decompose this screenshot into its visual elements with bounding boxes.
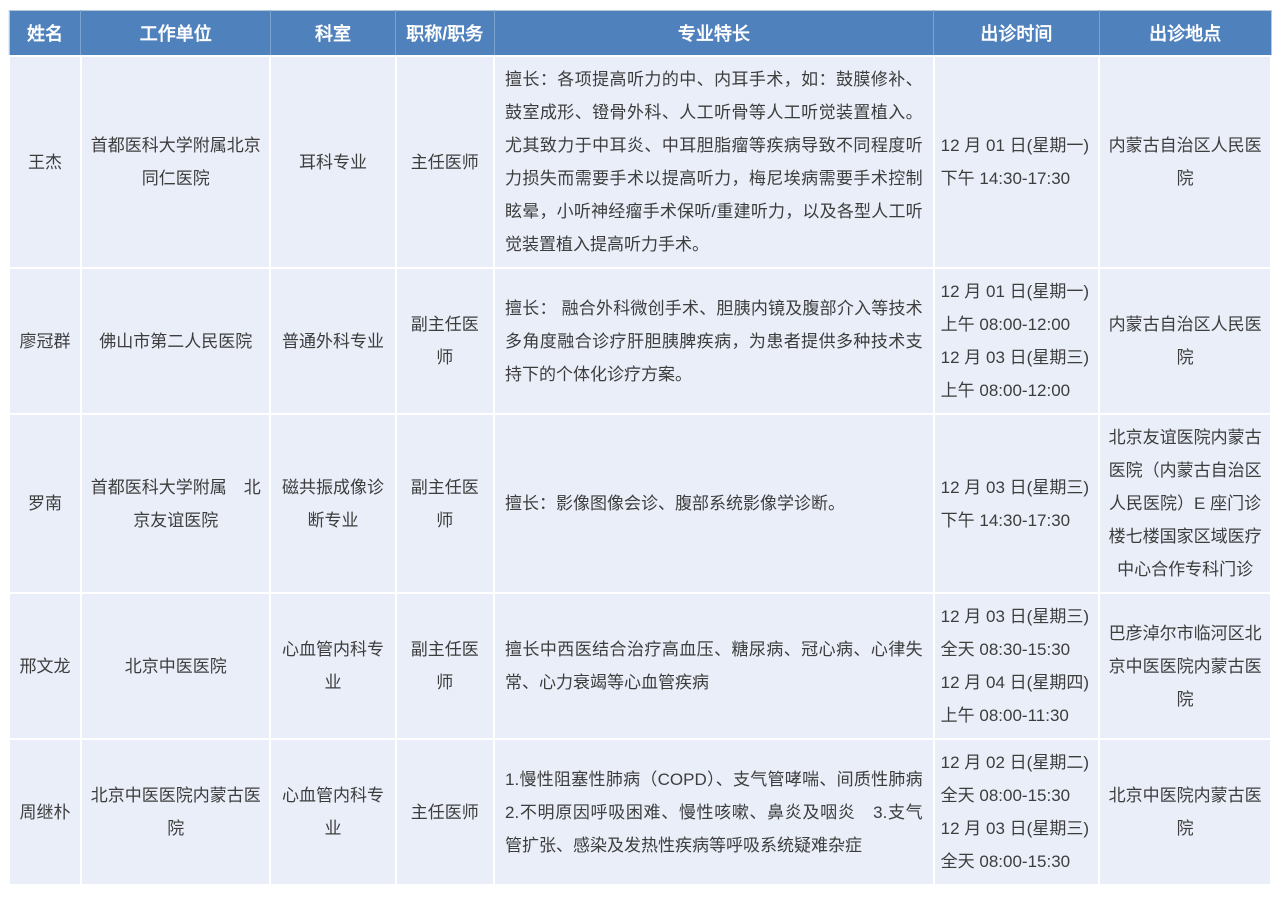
table-row: 罗南 首都医科大学附属 北京友谊医院 磁共振成像诊断专业 副主任医师 擅长：影像…: [8, 413, 1272, 594]
table-body: 王杰 首都医科大学附属北京同仁医院 耳科专业 主任医师 擅长：各项提高听力的中、…: [8, 55, 1272, 886]
department: 耳科专业: [269, 55, 397, 269]
table-header: 姓名 工作单位 科室 职称/职务 专业特长 出诊时间 出诊地点: [9, 10, 1271, 57]
doctor-schedule-table: 姓名 工作单位 科室 职称/职务 专业特长 出诊时间 出诊地点 王杰 首都医科大…: [8, 10, 1272, 886]
col-header-name: 姓名: [9, 10, 81, 57]
department: 磁共振成像诊断专业: [269, 413, 397, 594]
schedule-times: 12 月 01 日(星期一) 上午 08:00-12:00 12 月 03 日(…: [932, 267, 1101, 415]
schedule-times: 12 月 02 日(星期二) 全天 08:00-15:30 12 月 03 日(…: [932, 738, 1101, 886]
schedule-times: 12 月 03 日(星期三) 全天 08:30-15:30 12 月 04 日(…: [932, 592, 1101, 740]
work-unit: 北京中医医院: [79, 592, 272, 740]
work-unit: 首都医科大学附属 北京友谊医院: [79, 413, 272, 594]
table-row: 周继朴 北京中医医院内蒙古医院 心血管内科专业 主任医师 1.慢性阻塞性肺病（C…: [8, 738, 1272, 886]
job-title: 主任医师: [394, 55, 496, 269]
specialty: 擅长：各项提高听力的中、内耳手术，如：鼓膜修补、鼓室成形、镫骨外科、人工听骨等人…: [493, 55, 935, 269]
table-row: 王杰 首都医科大学附属北京同仁医院 耳科专业 主任医师 擅长：各项提高听力的中、…: [8, 55, 1272, 269]
job-title: 副主任医师: [394, 413, 496, 594]
col-header-work-unit: 工作单位: [80, 10, 271, 57]
clinic-location: 北京中医院内蒙古医院: [1098, 738, 1272, 886]
work-unit: 北京中医医院内蒙古医院: [79, 738, 272, 886]
doctor-name: 邢文龙: [8, 592, 82, 740]
col-header-specialty: 专业特长: [493, 10, 934, 57]
doctor-name: 王杰: [8, 55, 82, 269]
job-title: 副主任医师: [394, 592, 496, 740]
col-header-schedule: 出诊时间: [933, 10, 1100, 57]
specialty: 擅长： 融合外科微创手术、胆胰内镜及腹部介入等技术多角度融合诊疗肝胆胰脾疾病，为…: [493, 267, 935, 415]
clinic-location: 巴彦淖尔市临河区北京中医医院内蒙古医院: [1098, 592, 1272, 740]
table-row: 邢文龙 北京中医医院 心血管内科专业 副主任医师 擅长中西医结合治疗高血压、糖尿…: [8, 592, 1272, 740]
doctor-name: 廖冠群: [8, 267, 82, 415]
job-title: 主任医师: [394, 738, 496, 886]
specialty: 擅长：影像图像会诊、腹部系统影像学诊断。: [493, 413, 935, 594]
department: 普通外科专业: [269, 267, 397, 415]
specialty: 1.慢性阻塞性肺病（COPD）、支气管哮喘、间质性肺病 2.不明原因呼吸困难、慢…: [493, 738, 935, 886]
department: 心血管内科专业: [269, 738, 397, 886]
clinic-location: 内蒙古自治区人民医院: [1098, 267, 1272, 415]
work-unit: 佛山市第二人民医院: [79, 267, 272, 415]
schedule-times: 12 月 03 日(星期三) 下午 14:30-17:30: [932, 413, 1101, 594]
header-row: 姓名 工作单位 科室 职称/职务 专业特长 出诊时间 出诊地点: [9, 10, 1271, 57]
clinic-location: 北京友谊医院内蒙古医院（内蒙古自治区人民医院）E 座门诊楼七楼国家区域医疗中心合…: [1098, 413, 1272, 594]
clinic-location: 内蒙古自治区人民医院: [1098, 55, 1272, 269]
col-header-title: 职称/职务: [395, 10, 495, 57]
department: 心血管内科专业: [269, 592, 397, 740]
specialty: 擅长中西医结合治疗高血压、糖尿病、冠心病、心律失常、心力衰竭等心血管疾病: [493, 592, 935, 740]
job-title: 副主任医师: [394, 267, 496, 415]
doctor-name: 周继朴: [8, 738, 82, 886]
doctor-name: 罗南: [8, 413, 82, 594]
table-row: 廖冠群 佛山市第二人民医院 普通外科专业 副主任医师 擅长： 融合外科微创手术、…: [8, 267, 1272, 415]
work-unit: 首都医科大学附属北京同仁医院: [79, 55, 272, 269]
col-header-location: 出诊地点: [1098, 10, 1271, 57]
col-header-department: 科室: [269, 10, 396, 57]
schedule-times: 12 月 01 日(星期一) 下午 14:30-17:30: [932, 55, 1101, 269]
